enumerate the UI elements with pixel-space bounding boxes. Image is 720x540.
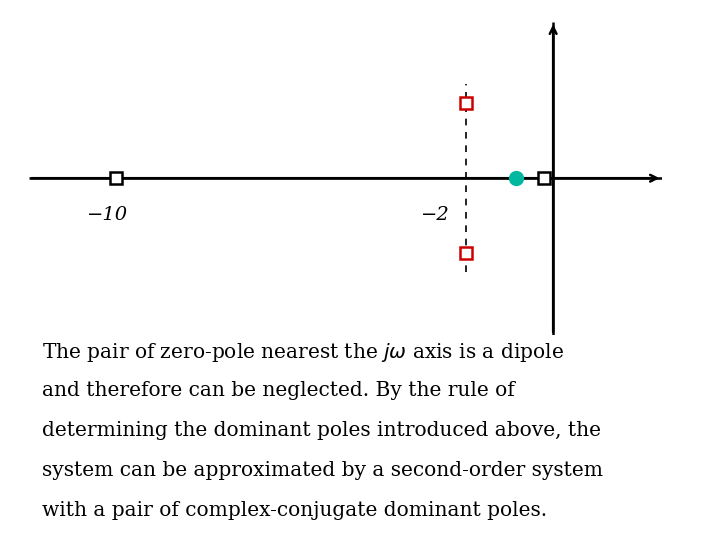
Text: −2: −2 <box>420 206 449 225</box>
Text: −10: −10 <box>87 206 128 225</box>
Text: and therefore can be neglected. By the rule of: and therefore can be neglected. By the r… <box>42 381 515 400</box>
Text: system can be approximated by a second-order system: system can be approximated by a second-o… <box>42 461 603 480</box>
Text: with a pair of complex-conjugate dominant poles.: with a pair of complex-conjugate dominan… <box>42 501 547 520</box>
Text: determining the dominant poles introduced above, the: determining the dominant poles introduce… <box>42 421 601 440</box>
Text: The pair of zero-pole nearest the $j\omega$ axis is a dipole: The pair of zero-pole nearest the $j\ome… <box>42 341 564 365</box>
